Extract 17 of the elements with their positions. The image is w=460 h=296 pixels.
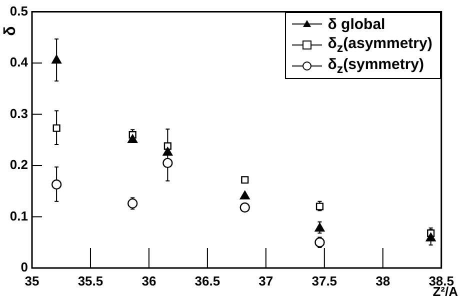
x-tick-label: 35 bbox=[24, 273, 40, 288]
y-tick-label: 0 bbox=[20, 260, 28, 275]
x-tick-label: 38 bbox=[376, 273, 390, 288]
x-tick-label: 37.5 bbox=[312, 273, 338, 288]
x-tick-label: 35.5 bbox=[78, 273, 104, 288]
legend-label: δ$_{z}$(asymmetry) bbox=[328, 35, 432, 56]
y-tick-label: 0.4 bbox=[10, 54, 29, 70]
x-tick-label: 37 bbox=[258, 273, 274, 288]
x-tick-label: 36.5 bbox=[194, 273, 220, 288]
y-axis-title: δ bbox=[2, 26, 20, 36]
y-tick-label: 0.3 bbox=[10, 106, 28, 121]
x-tick-label: 36 bbox=[142, 273, 156, 288]
y-tick-label: 0.5 bbox=[10, 3, 28, 18]
y-tick-label: 0.1 bbox=[10, 208, 28, 224]
legend-label: δ$_{z}$(symmetry) bbox=[328, 56, 424, 76]
y-tick-label: 0.2 bbox=[10, 157, 28, 172]
legend-label: δ global bbox=[328, 16, 386, 33]
